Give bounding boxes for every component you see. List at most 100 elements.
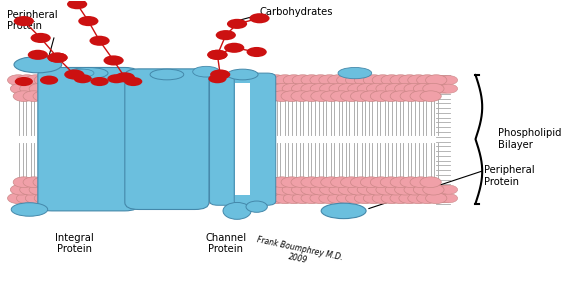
Circle shape — [319, 75, 340, 85]
Circle shape — [320, 83, 341, 94]
Circle shape — [216, 30, 236, 40]
Circle shape — [17, 193, 38, 204]
Circle shape — [430, 194, 448, 203]
Circle shape — [414, 83, 435, 94]
Circle shape — [29, 83, 51, 94]
Circle shape — [408, 75, 429, 85]
Circle shape — [301, 184, 322, 195]
Text: Carbohydrates: Carbohydrates — [259, 7, 333, 17]
Circle shape — [439, 84, 457, 93]
Circle shape — [40, 76, 58, 85]
Circle shape — [301, 75, 323, 85]
Circle shape — [350, 91, 372, 101]
Circle shape — [273, 83, 294, 94]
Circle shape — [354, 193, 376, 204]
Circle shape — [420, 91, 441, 101]
Circle shape — [380, 91, 401, 101]
Circle shape — [390, 91, 411, 101]
Circle shape — [354, 75, 376, 85]
Circle shape — [263, 83, 285, 94]
Circle shape — [311, 177, 332, 187]
Circle shape — [261, 91, 282, 101]
Circle shape — [321, 177, 342, 187]
Circle shape — [28, 50, 48, 60]
Circle shape — [363, 193, 385, 204]
Circle shape — [20, 83, 41, 94]
Circle shape — [212, 193, 233, 204]
Circle shape — [381, 193, 403, 204]
Circle shape — [336, 193, 358, 204]
Circle shape — [310, 193, 331, 204]
Circle shape — [376, 184, 397, 195]
Circle shape — [414, 184, 435, 195]
Circle shape — [261, 177, 282, 187]
Circle shape — [439, 194, 457, 203]
Circle shape — [399, 75, 420, 85]
Circle shape — [202, 91, 223, 101]
Circle shape — [74, 74, 92, 83]
Circle shape — [357, 83, 378, 94]
Circle shape — [283, 193, 305, 204]
Circle shape — [329, 184, 350, 195]
Circle shape — [408, 193, 429, 204]
Circle shape — [301, 193, 323, 204]
Circle shape — [338, 83, 360, 94]
Circle shape — [291, 184, 313, 195]
Circle shape — [380, 177, 401, 187]
Circle shape — [23, 177, 44, 187]
Ellipse shape — [71, 69, 94, 77]
Circle shape — [372, 75, 393, 85]
Circle shape — [366, 83, 388, 94]
Circle shape — [266, 193, 287, 204]
Ellipse shape — [223, 202, 251, 219]
Circle shape — [210, 70, 230, 80]
Circle shape — [381, 75, 403, 85]
Circle shape — [346, 193, 367, 204]
Circle shape — [254, 83, 275, 94]
Text: Frank Boumphrey M.D.
2009: Frank Boumphrey M.D. 2009 — [254, 235, 344, 272]
Circle shape — [420, 177, 441, 187]
Circle shape — [357, 184, 378, 195]
Circle shape — [198, 184, 219, 195]
Circle shape — [282, 83, 304, 94]
Circle shape — [350, 177, 372, 187]
Circle shape — [33, 177, 54, 187]
Circle shape — [320, 184, 341, 195]
Circle shape — [104, 55, 124, 66]
Circle shape — [14, 16, 34, 26]
Circle shape — [390, 193, 411, 204]
Circle shape — [271, 177, 293, 187]
Circle shape — [328, 193, 349, 204]
Circle shape — [224, 43, 244, 53]
Circle shape — [7, 193, 29, 204]
Circle shape — [410, 91, 431, 101]
Circle shape — [430, 84, 448, 93]
Circle shape — [331, 91, 352, 101]
Ellipse shape — [321, 203, 366, 219]
Circle shape — [20, 184, 41, 195]
Ellipse shape — [338, 68, 372, 79]
Circle shape — [281, 91, 302, 101]
Circle shape — [291, 83, 313, 94]
Circle shape — [13, 91, 35, 101]
Circle shape — [274, 75, 295, 85]
Circle shape — [340, 177, 362, 187]
Circle shape — [416, 75, 438, 85]
Circle shape — [263, 184, 285, 195]
Circle shape — [310, 75, 331, 85]
Circle shape — [439, 76, 457, 85]
Circle shape — [115, 72, 135, 82]
Circle shape — [25, 193, 47, 204]
Text: Peripheral
Protein: Peripheral Protein — [7, 10, 58, 32]
Circle shape — [361, 177, 382, 187]
Circle shape — [340, 91, 362, 101]
Circle shape — [281, 177, 302, 187]
Circle shape — [435, 194, 453, 203]
Text: Peripheral
Protein: Peripheral Protein — [484, 165, 535, 187]
Circle shape — [194, 75, 215, 85]
Circle shape — [29, 184, 51, 195]
Circle shape — [319, 193, 340, 204]
Circle shape — [192, 91, 213, 101]
Circle shape — [404, 184, 425, 195]
Circle shape — [426, 75, 447, 85]
